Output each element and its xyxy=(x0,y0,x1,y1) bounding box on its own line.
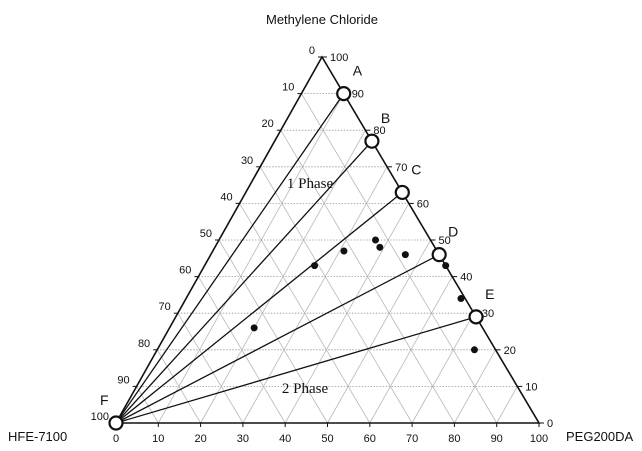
data-point xyxy=(311,262,319,270)
tie-endpoint-marker xyxy=(468,309,484,325)
tick-label-bottom: 30 xyxy=(237,433,249,445)
grid-line xyxy=(198,276,286,424)
tie-line-a xyxy=(115,93,345,424)
tick-label-left: 40 xyxy=(220,191,232,203)
tick-label-bottom: 60 xyxy=(364,433,376,445)
data-point xyxy=(470,346,478,354)
tie-endpoint-marker xyxy=(394,184,410,201)
data-point xyxy=(340,247,348,255)
tick-label-bottom: 20 xyxy=(194,433,206,445)
tick-label-bottom: 80 xyxy=(448,433,460,445)
tick-label-right: 100 xyxy=(330,52,348,64)
tick-label-bottom: 40 xyxy=(279,433,291,445)
tick-label-right: 90 xyxy=(352,89,364,101)
tick-label-left: 70 xyxy=(159,301,171,313)
tick-label-right: 60 xyxy=(417,198,429,210)
vertex-label-right: PEG200DA xyxy=(566,429,634,444)
data-point xyxy=(372,236,380,244)
tick-label-left: 60 xyxy=(179,265,191,277)
vertex-label-left: HFE-7100 xyxy=(8,429,67,444)
grid-line xyxy=(301,93,498,424)
tick-label-left: 80 xyxy=(138,338,150,350)
tie-endpoint-marker xyxy=(364,133,380,149)
data-point xyxy=(457,295,465,303)
data-point xyxy=(401,251,409,259)
tie-endpoint-label-c: C xyxy=(411,161,421,177)
grid-line xyxy=(156,349,201,424)
grid-line xyxy=(218,239,328,424)
tick-label-bottom: 0 xyxy=(113,433,119,445)
tie-endpoint-label-d: D xyxy=(448,224,458,240)
grid-lines xyxy=(136,93,518,424)
tie-endpoint-label-a: A xyxy=(353,63,363,79)
region-label-one-phase: 1 Phase xyxy=(287,176,334,192)
tick-label-left: 0 xyxy=(309,45,315,57)
data-point xyxy=(376,243,384,251)
grid-line xyxy=(157,93,345,424)
tick-label-bottom: 50 xyxy=(321,433,333,445)
tick-label-right: 20 xyxy=(504,345,516,357)
grid-line xyxy=(327,239,431,424)
data-point xyxy=(250,324,258,332)
vertex-label-top: Methylene Chloride xyxy=(266,12,378,27)
tick-label-left: 20 xyxy=(262,118,274,130)
grid-line xyxy=(369,276,453,424)
tick-label-bottom: 10 xyxy=(152,433,164,445)
grid-line xyxy=(454,349,496,424)
tick-label-right: 70 xyxy=(395,162,407,174)
origin-marker xyxy=(108,415,124,431)
tie-line-e xyxy=(115,316,477,424)
tick-label-left: 90 xyxy=(117,374,129,386)
tie-endpoint-marker xyxy=(336,85,352,102)
tick-label-right: 80 xyxy=(373,125,385,137)
data-points: A B C D E F xyxy=(100,63,494,431)
grid-line xyxy=(411,313,475,424)
tick-labels: 0 0 0 10 10 10 20 20 20 30 30 30 40 40 40 50 50 50 60 60 60 7… xyxy=(91,45,553,445)
tick-label-bottom: 70 xyxy=(406,433,418,445)
tie-endpoint-label-e: E xyxy=(485,286,494,302)
tick-label-bottom: 100 xyxy=(530,433,548,445)
tie-lines xyxy=(115,93,477,424)
tie-line-d xyxy=(115,254,440,424)
grid-line xyxy=(136,386,159,424)
grid-line xyxy=(242,166,388,424)
tick-label-left: 30 xyxy=(241,155,253,167)
tick-label-right: 40 xyxy=(460,272,472,284)
tie-line-b xyxy=(115,140,373,424)
region-label-two-phase: 2 Phase xyxy=(282,381,329,397)
tick-label-left: 50 xyxy=(200,228,212,240)
tick-label-right: 10 xyxy=(525,381,537,393)
tie-line-c xyxy=(115,191,403,424)
data-point xyxy=(442,262,450,270)
tie-endpoint-label-b: B xyxy=(381,110,390,126)
grid-line xyxy=(259,166,413,424)
tick-label-left: 10 xyxy=(282,82,294,94)
tie-endpoint-marker xyxy=(431,247,447,263)
origin-label: F xyxy=(100,392,109,408)
tick-label-right: 0 xyxy=(547,418,553,430)
grid-line xyxy=(496,386,518,424)
tick-label-bottom: 90 xyxy=(491,433,503,445)
tick-label-right: 30 xyxy=(482,308,494,320)
tick-label-right: 50 xyxy=(439,235,451,247)
tick-label-left: 100 xyxy=(91,411,109,423)
grid-line xyxy=(177,312,244,424)
